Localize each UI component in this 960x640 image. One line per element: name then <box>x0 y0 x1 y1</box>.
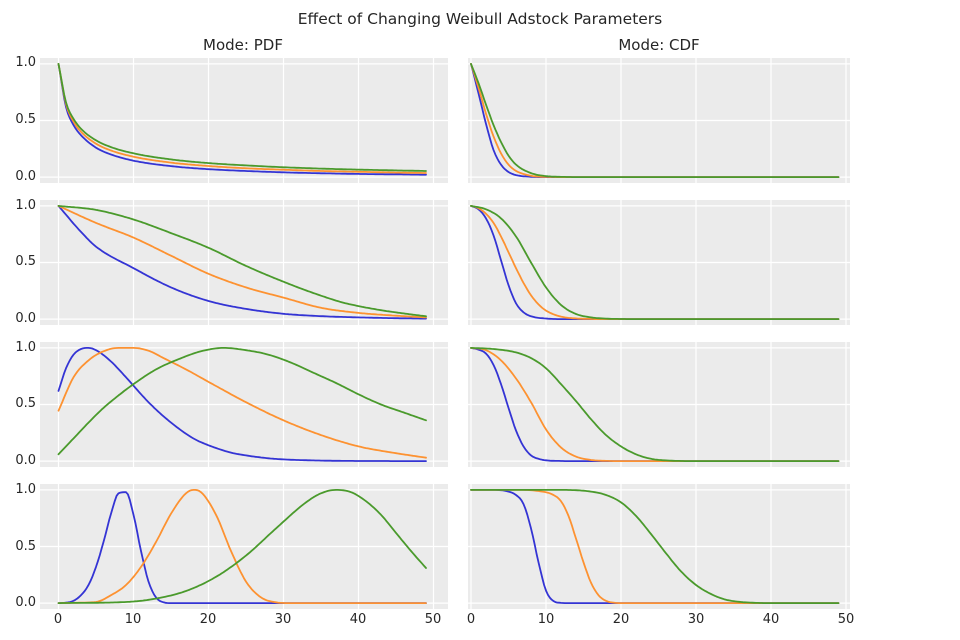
curve-blue <box>57 491 427 605</box>
curve-orange <box>57 346 427 459</box>
y-tick-label: 0.0 <box>15 310 36 326</box>
curve-green <box>57 204 427 317</box>
column-title-pdf: Mode: PDF <box>203 36 283 54</box>
subplot-cdf-row3 <box>468 341 850 467</box>
subplot-pdf-row2 <box>39 199 448 325</box>
subplot-pdf-row1 <box>39 57 448 183</box>
curve-blue <box>57 62 427 176</box>
curve-green <box>470 346 840 462</box>
curve-green <box>470 489 840 605</box>
curve-orange <box>57 62 427 174</box>
y-tick-label: 0.5 <box>15 538 36 554</box>
subplot-cdf-row2 <box>468 199 850 325</box>
x-tick-label: 50 <box>424 612 442 628</box>
column-title-cdf: Mode: CDF <box>618 36 700 54</box>
x-tick-label: 40 <box>762 612 780 628</box>
x-tick-label: 30 <box>687 612 705 628</box>
x-tick-label: 10 <box>537 612 555 628</box>
subplot-cdf-row1 <box>468 57 850 183</box>
x-tick-label: 40 <box>349 612 367 628</box>
curve-green <box>57 489 427 605</box>
x-tick-label: 30 <box>274 612 292 628</box>
curve-blue <box>57 346 427 462</box>
subplot-pdf-row3 <box>39 341 448 467</box>
curve-green <box>470 204 840 320</box>
y-tick-label: 1.0 <box>15 197 36 213</box>
x-tick-label: 0 <box>466 612 476 628</box>
x-tick-label: 0 <box>53 612 63 628</box>
y-tick-label: 0.5 <box>15 112 36 127</box>
subplot-pdf-row4 <box>39 484 448 610</box>
y-tick-label: 1.0 <box>15 482 36 497</box>
x-tick-label: 20 <box>199 612 217 628</box>
y-tick-label: 0.0 <box>15 453 36 468</box>
x-tick-label: 10 <box>124 612 142 628</box>
y-tick-label: 1.0 <box>15 339 36 355</box>
curve-green <box>57 62 427 172</box>
figure-title: Effect of Changing Weibull Adstock Param… <box>297 10 663 28</box>
y-tick-label: 0.0 <box>15 168 36 184</box>
curve-orange <box>57 489 427 605</box>
y-tick-label: 0.5 <box>15 396 36 412</box>
curve-green <box>57 346 427 456</box>
subplot-cdf-row4 <box>468 484 850 610</box>
x-tick-label: 50 <box>837 612 855 628</box>
y-tick-label: 0.0 <box>15 595 36 611</box>
y-tick-label: 0.5 <box>15 254 36 270</box>
curve-orange <box>57 204 427 318</box>
x-tick-label: 20 <box>612 612 630 628</box>
y-tick-label: 1.0 <box>15 55 36 71</box>
curve-blue <box>57 204 427 320</box>
curve-green <box>470 62 840 178</box>
